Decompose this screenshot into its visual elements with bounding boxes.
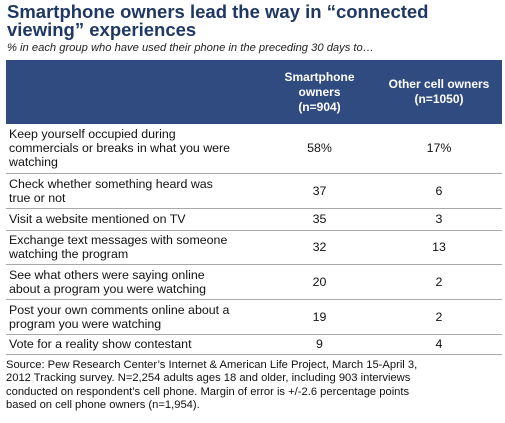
source-note: Source: Pew Research Center’s Internet &… (6, 359, 500, 413)
table-row: Exchange text messages with someone watch… (6, 230, 502, 265)
source-line: 2012 Tracking survey. N=2,254 adults age… (6, 372, 411, 385)
other-value: 2 (376, 264, 502, 300)
table-row: Post your own comments online about a pro… (6, 299, 502, 335)
row-label-line: Post your own comments online about a (9, 302, 230, 317)
row-label-line: true or not (9, 190, 66, 205)
header-other-line: (n=1050) (414, 92, 464, 106)
row-label-line: Visit a website mentioned on TV (9, 212, 186, 226)
smartphone-value: 19 (263, 299, 376, 335)
data-table: Smartphone owners (n=904) Other cell own… (6, 60, 502, 355)
row-label: See what others were saying online about … (6, 264, 263, 300)
table-row: Keep yourself occupied during commercials… (6, 124, 502, 174)
header-smartphone-line: Smartphone (284, 69, 355, 84)
row-label: Keep yourself occupied during commercials… (6, 124, 263, 174)
header-smartphone-owners: Smartphone owners (n=904) (263, 60, 376, 124)
other-value: 4 (376, 334, 502, 355)
smartphone-value: 58% (263, 124, 376, 174)
header-row: Smartphone owners (n=904) Other cell own… (6, 60, 502, 124)
other-value: 2 (376, 299, 502, 335)
row-label: Check whether something heard was true or… (6, 173, 263, 209)
row-label-line: about a program you were watching (9, 281, 206, 296)
other-value: 17% (376, 124, 502, 174)
row-label: Exchange text messages with someone watch… (6, 230, 263, 265)
table-row: Check whether something heard was true or… (6, 173, 502, 209)
table-row: Vote for a reality show contestant 9 4 (6, 334, 502, 355)
row-label-line: Exchange text messages with someone (9, 233, 228, 247)
header-other-cell-owners: Other cell owners (n=1050) (376, 60, 502, 124)
smartphone-value: 20 (263, 264, 376, 300)
header-other-line: Other cell owners (388, 77, 490, 91)
row-label-line: commercials or breaks in what you were (9, 141, 231, 156)
table-row: Visit a website mentioned on TV 35 3 (6, 208, 502, 231)
row-label-line: See what others were saying online (9, 267, 205, 282)
source-line: conducted on respondent’s cell phone. Ma… (6, 385, 410, 398)
row-label: Vote for a reality show contestant (6, 334, 263, 355)
row-label-line: watching (9, 155, 58, 170)
smartphone-value: 9 (263, 334, 376, 355)
other-value: 13 (376, 230, 502, 265)
source-line: based on cell phone owners (n=1,954). (6, 399, 200, 412)
row-label: Visit a website mentioned on TV (6, 208, 263, 231)
row-label-line: Keep yourself occupied during (9, 127, 176, 142)
smartphone-value: 37 (263, 173, 376, 209)
smartphone-value: 35 (263, 208, 376, 231)
header-smartphone-line: (n=904) (298, 99, 341, 114)
other-value: 6 (376, 173, 502, 209)
table-row: See what others were saying online about … (6, 264, 502, 300)
header-smartphone-line: owners (298, 84, 341, 99)
smartphone-value: 32 (263, 230, 376, 265)
header-blank (6, 60, 263, 124)
chart-title: Smartphone owners lead the way in “conne… (7, 1, 429, 40)
row-label: Post your own comments online about a pro… (6, 299, 263, 335)
other-value: 3 (376, 208, 502, 231)
row-label-line: Vote for a reality show contestant (9, 337, 192, 351)
row-label-line: program you were watching (9, 316, 162, 331)
row-label-line: Check whether something heard was (9, 176, 213, 191)
table-body: Keep yourself occupied during commercials… (6, 124, 502, 355)
source-line: Source: Pew Research Center’s Internet &… (6, 359, 418, 371)
chart-subtitle: % in each group who have used their phon… (7, 42, 374, 54)
row-label-line: watching the program (9, 247, 129, 261)
